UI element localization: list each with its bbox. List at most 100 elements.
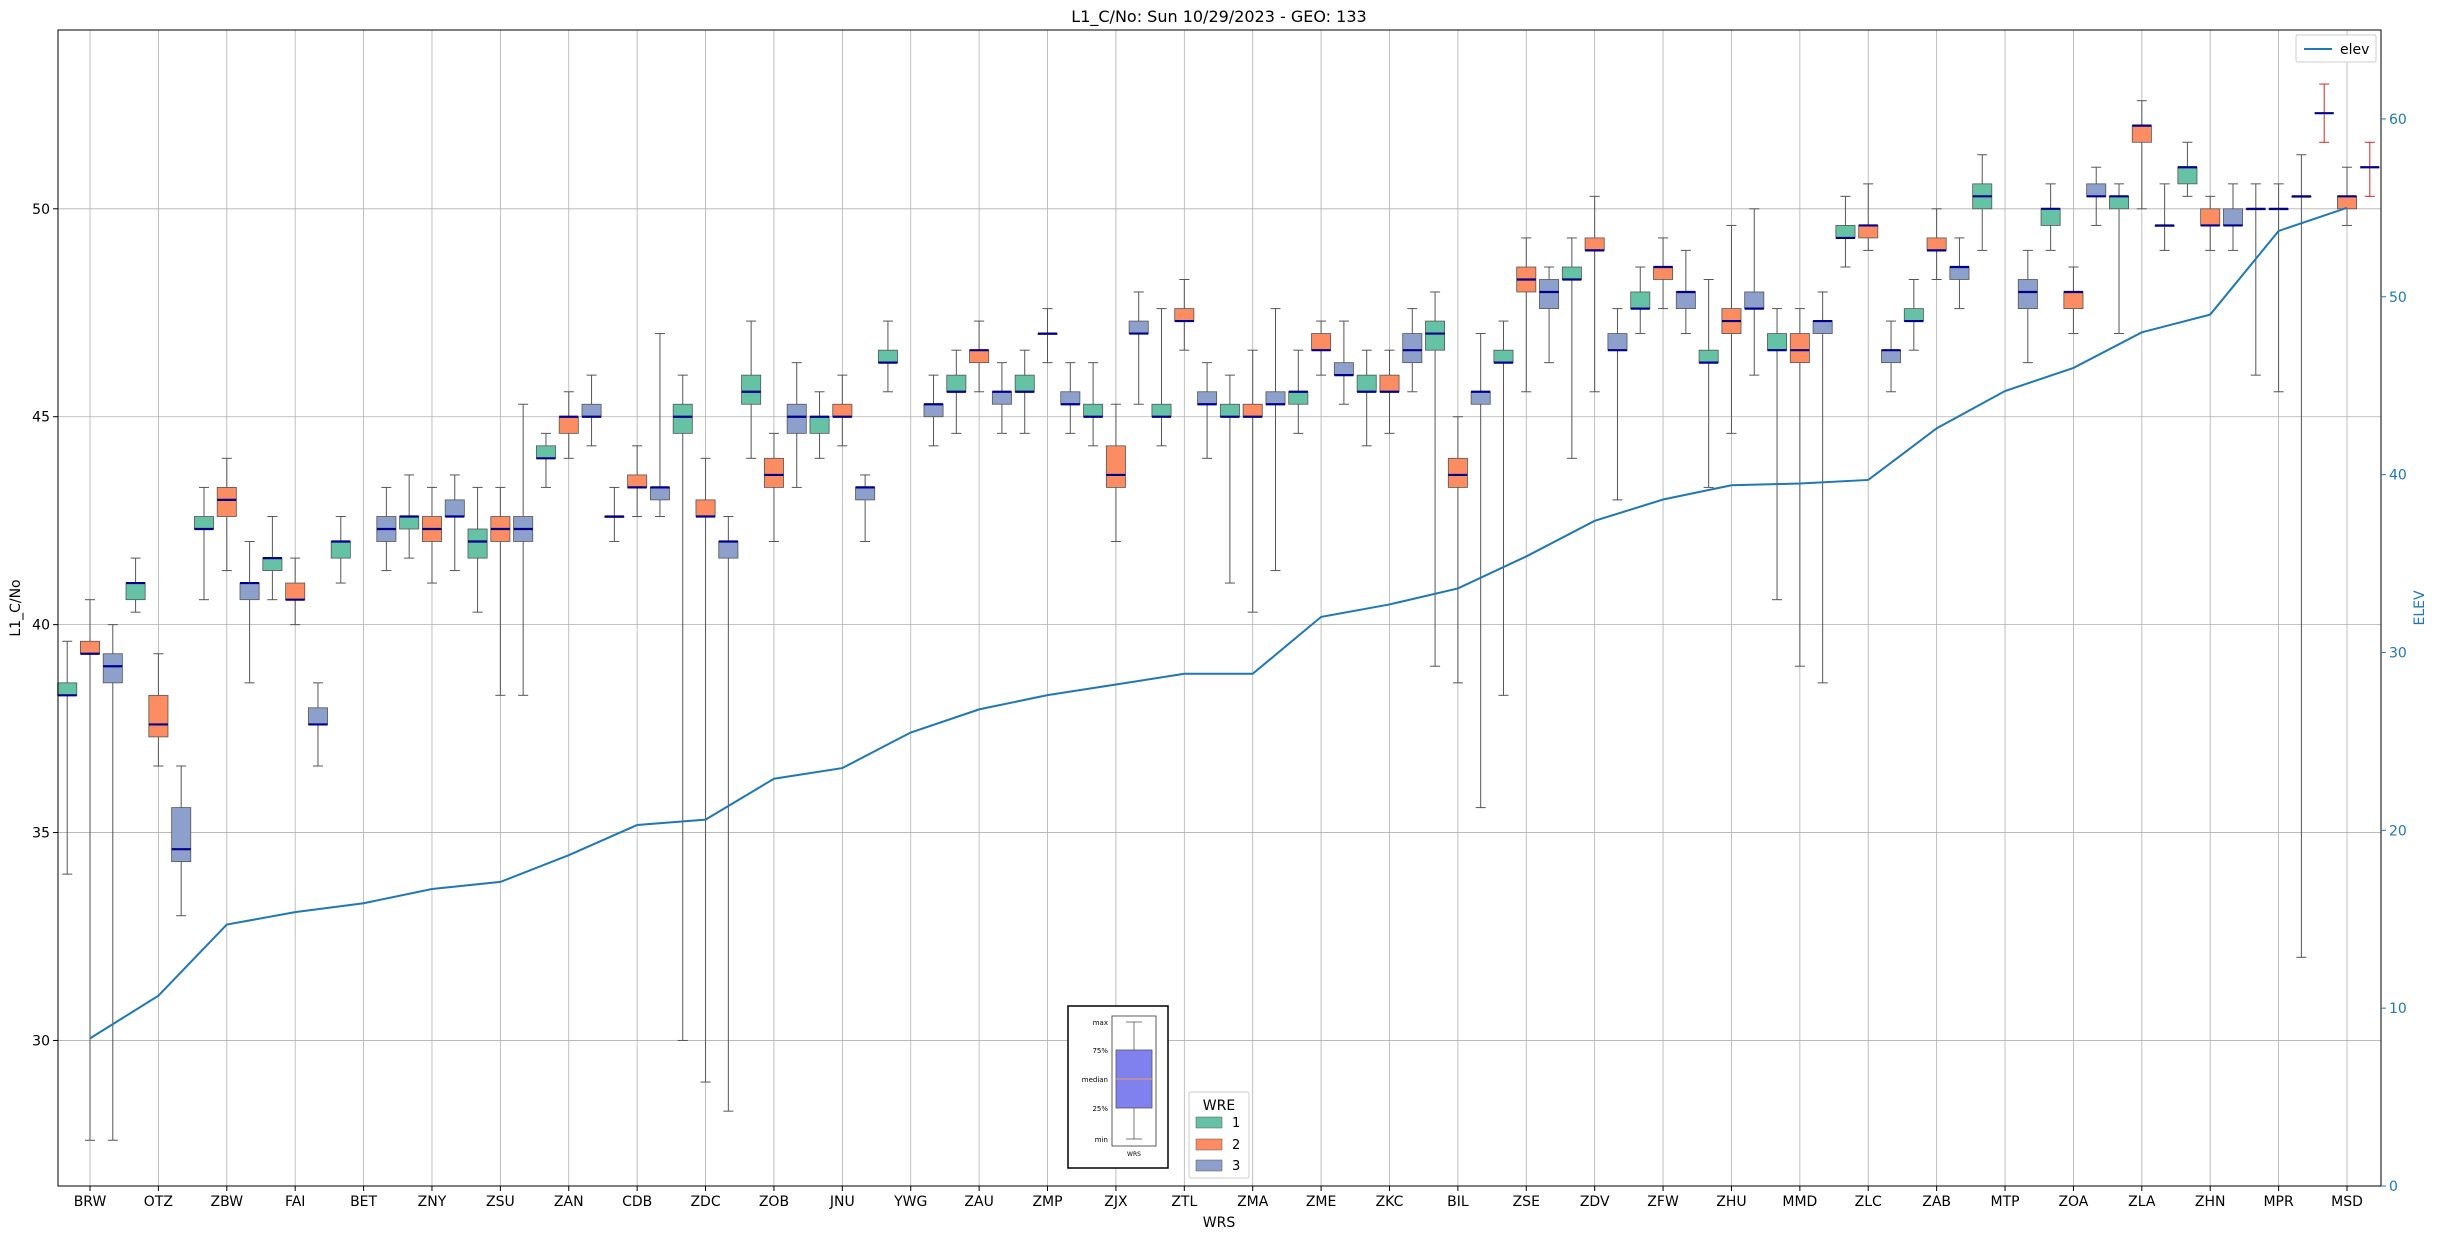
box-iqr-rect: [1812, 320, 1833, 334]
box-iqr-rect: [308, 707, 328, 725]
box-zau-wre3: [991, 362, 1012, 434]
box-iqr-rect: [1151, 403, 1172, 418]
x-tick-label: ZDC: [690, 1194, 720, 1210]
box-iqr-rect: [1311, 333, 1332, 351]
box-iqr-rect: [1083, 403, 1104, 418]
x-tick-label: ZLA: [2128, 1194, 2156, 1210]
box-zmp-wre1: [1014, 349, 1035, 434]
box-iqr-rect: [1402, 333, 1423, 364]
box-otz-wre3: [171, 765, 192, 917]
box-zfw-wre1: [1630, 266, 1651, 335]
box-zmp-wre3: [1060, 362, 1081, 434]
x-tick-label: MMD: [1782, 1194, 1817, 1210]
x-axis-title: WRS: [1203, 1215, 1236, 1231]
box-iqr-rect: [1539, 279, 1560, 310]
box-iqr-rect: [2017, 279, 2038, 310]
x-tick-label: ZAB: [1922, 1194, 1951, 1210]
box-brw-wre3: [102, 624, 123, 1141]
x-axis: BRW OTZ ZBW FAI BET ZNY ZSU ZAN CDB ZDC ZOB JNU YWG Z…: [74, 1186, 2363, 1210]
box-iqr-rect: [2109, 195, 2129, 210]
box-bil-wre3: [1470, 333, 1491, 809]
box-fai-wre1: [262, 516, 283, 601]
box-zhu-wre2: [1721, 224, 1742, 434]
box-mmd-wre1: [1767, 308, 1788, 601]
box-zla-wre3: [2154, 183, 2175, 251]
box-mtp-wre3: [2017, 249, 2038, 364]
x-tick-label: ZTL: [1171, 1194, 1197, 1210]
box-iqr-rect: [1561, 266, 1582, 280]
box-msd-wre1: [2314, 83, 2334, 143]
box-ztl-wre2: [1174, 278, 1195, 351]
box-iqr-rect: [786, 403, 807, 434]
y-axis-title: L1_C/No: [8, 579, 24, 636]
y2-tick-label: 10: [2389, 1001, 2407, 1017]
box-ztl-wre3: [1197, 362, 1218, 459]
x-tick-label: ZAU: [964, 1194, 993, 1210]
box-zkc-wre2: [1379, 349, 1400, 434]
wre-legend-swatch-1: [1195, 1116, 1223, 1129]
y-tick-label: 40: [32, 618, 50, 634]
box-zmp-wre2: [1037, 308, 1058, 364]
x-tick-label: ZKC: [1376, 1194, 1404, 1210]
box-mpr-wre1: [2245, 183, 2266, 376]
box-zdv-wre3: [1607, 308, 1628, 501]
wre-legend: WRE 1 2 3: [1188, 1091, 1250, 1179]
box-zob-wre1: [741, 320, 762, 459]
box-zlc-wre2: [1858, 183, 1879, 251]
box-zse-wre1: [1493, 320, 1514, 696]
box-iqr-rect: [855, 487, 876, 501]
box-zlc-wre1: [1835, 195, 1856, 268]
box-iqr-rect: [1584, 237, 1605, 251]
box-msd-wre2: [2337, 166, 2357, 226]
box-iqr-rect: [1675, 291, 1696, 310]
box-iqr-rect: [1174, 308, 1195, 322]
x-tick-label: MTP: [1990, 1194, 2019, 1210]
box-zdv-wre1: [1561, 237, 1582, 459]
box-iqr-rect: [57, 682, 78, 696]
box-bil-wre2: [1447, 416, 1468, 684]
x-tick-label: JNU: [829, 1194, 855, 1210]
wre-legend-label-3: 3: [1232, 1159, 1240, 1174]
box-iqr-rect: [718, 541, 739, 559]
box-iqr-rect: [946, 374, 967, 393]
box-mpr-wre2: [2268, 183, 2289, 393]
x-tick-label: ZOA: [2058, 1194, 2088, 1210]
x-tick-label: ZNY: [418, 1194, 447, 1210]
x-tick-label: YWG: [893, 1194, 927, 1210]
box-zob-wre3: [786, 362, 807, 488]
box-zan-wre3: [581, 374, 602, 447]
x-tick-label: MPR: [2263, 1194, 2294, 1210]
box-zfw-wre3: [1675, 249, 1696, 335]
box-iqr-rect: [1014, 374, 1035, 393]
box-zjx-wre2: [1105, 403, 1126, 542]
box-bil-wre1: [1425, 291, 1446, 667]
box-iqr-rect: [2086, 183, 2107, 197]
chart-title: L1_C/No: Sun 10/29/2023 - GEO: 133: [1071, 7, 1366, 27]
x-tick-label: BIL: [1447, 1194, 1469, 1210]
box-iqr-rect: [1128, 320, 1149, 334]
y2-tick-label: 50: [2389, 290, 2407, 306]
box-iqr-rect: [1607, 333, 1628, 351]
box-zdc-wre1: [672, 374, 693, 1041]
box-iqr-rect: [1630, 291, 1651, 310]
box-jnu-wre2: [832, 374, 853, 447]
box-cdb-wre1: [604, 486, 625, 542]
box-iqr-rect: [194, 516, 214, 530]
box-zbw-wre1: [194, 486, 214, 601]
box-zoa-wre1: [2040, 183, 2061, 251]
box-zlc-wre3: [1881, 320, 1902, 393]
box-iqr-rect: [763, 457, 784, 488]
x-tick-label: ZHN: [2195, 1194, 2226, 1210]
box-iqr-rect: [1333, 362, 1354, 376]
box-iqr-rect: [1219, 403, 1240, 418]
box-zma-wre2: [1242, 349, 1263, 613]
x-tick-label: ZDV: [1580, 1194, 1610, 1210]
box-fai-wre2: [285, 557, 306, 626]
box-key-xtick: WRS: [1127, 1151, 1141, 1158]
box-iqr-rect: [1105, 445, 1126, 488]
box-iqr-rect: [1835, 225, 1856, 239]
x-tick-label: ZMP: [1032, 1194, 1062, 1210]
box-iqr-rect: [695, 499, 716, 517]
plot-frame: [57, 29, 2382, 1187]
box-series: [57, 83, 2380, 1141]
